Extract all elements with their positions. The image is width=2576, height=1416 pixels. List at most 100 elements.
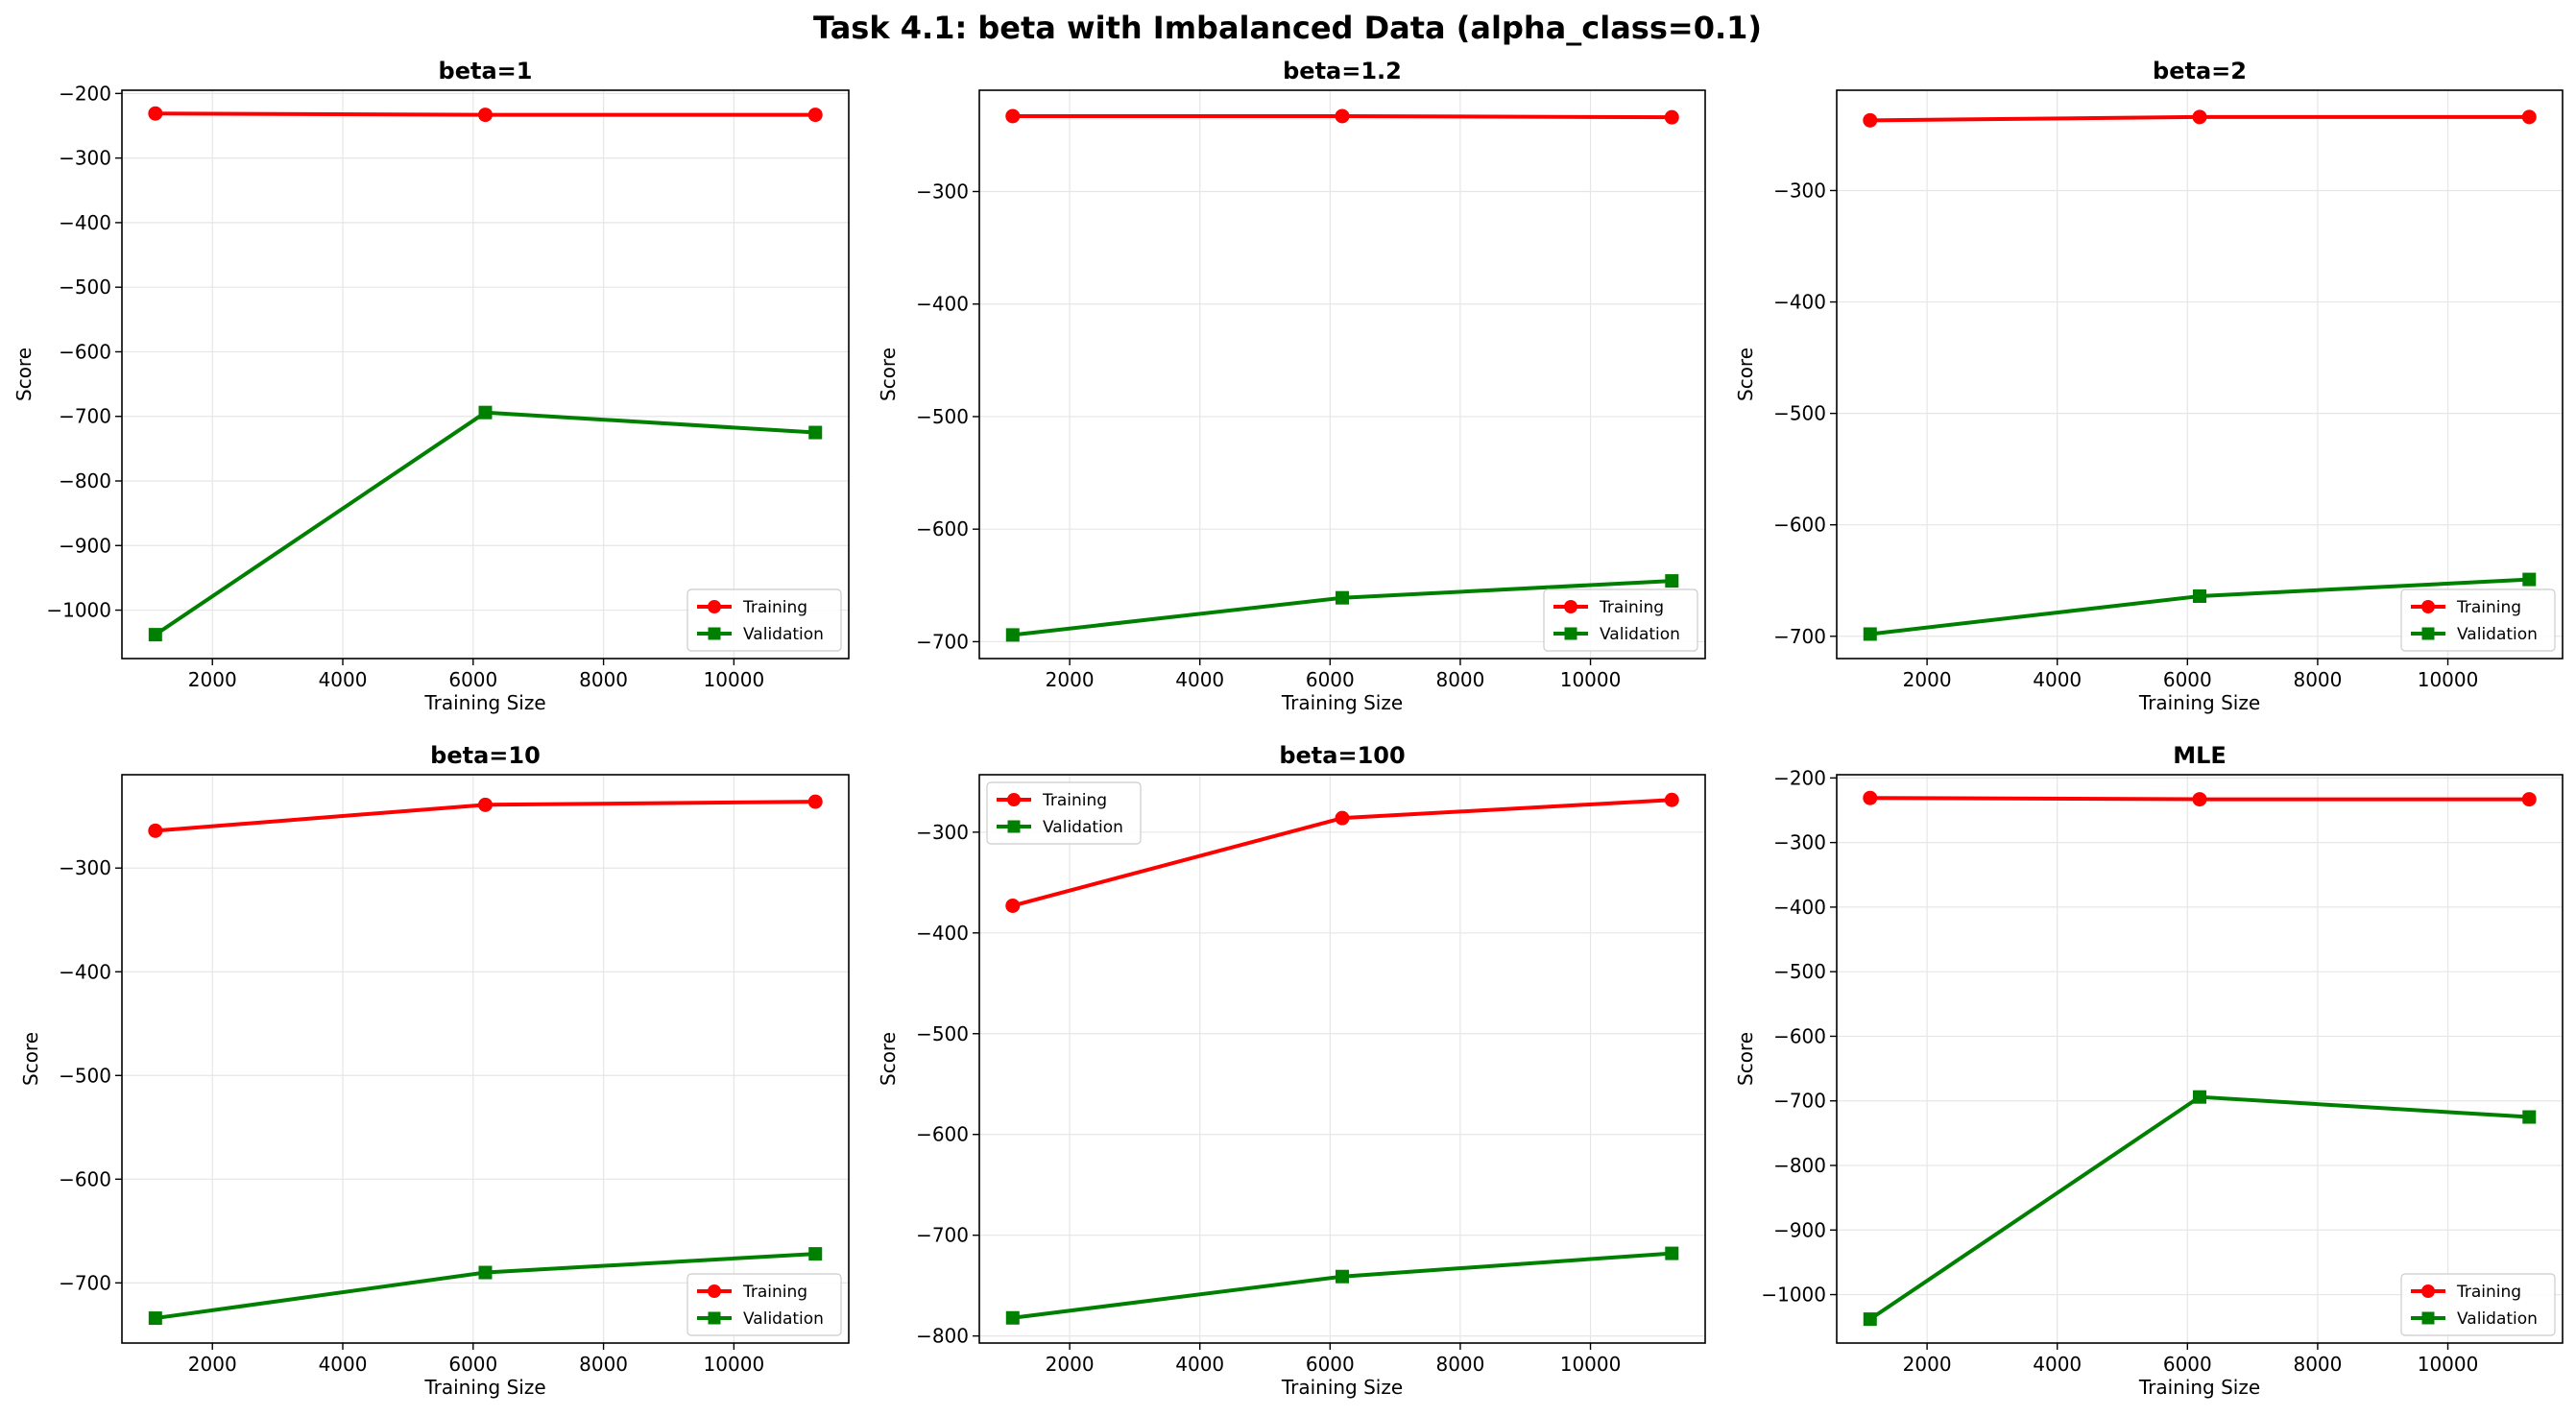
data-point [1665, 574, 1679, 588]
data-point [2522, 1110, 2537, 1124]
x-tick-label: 6000 [1306, 668, 1355, 691]
data-point [148, 1311, 162, 1326]
data-point [1005, 898, 1021, 913]
x-tick-label: 2000 [1903, 668, 1952, 691]
legend-label: Validation [743, 1309, 824, 1329]
legend-label: Validation [2457, 1309, 2538, 1329]
data-point [2192, 792, 2207, 807]
y-axis: −300 −400 −500 −600 −700 [59, 856, 122, 1294]
x-axis: 2000 4000 6000 8000 10000 [1903, 659, 2479, 691]
y-axis-label: Score [1734, 348, 1757, 401]
data-point [2522, 572, 2537, 587]
y-axis-label: Score [877, 348, 900, 401]
data-point [1863, 790, 1878, 805]
subplot-2: 2000 4000 6000 8000 10000 −300 −400 −500 −600 −70… [877, 58, 1706, 714]
x-tick-label: 10000 [704, 668, 765, 691]
x-tick-label: 4000 [319, 1353, 368, 1376]
series-training [1005, 108, 1679, 125]
legend-label: Training [742, 598, 807, 617]
data-point [1863, 627, 1877, 641]
series-training [1863, 109, 2537, 128]
y-tick-label: −400 [1773, 291, 1826, 314]
grid [979, 90, 1705, 659]
axes-frame [1836, 89, 2564, 660]
x-axis: 2000 4000 6000 8000 10000 [188, 659, 764, 691]
x-axis: 2000 4000 6000 8000 10000 [188, 1343, 764, 1376]
x-tick-label: 2000 [188, 668, 237, 691]
x-tick-label: 4000 [319, 668, 368, 691]
y-tick-label: −600 [916, 1123, 969, 1146]
series-validation [148, 405, 823, 642]
x-tick-label: 10000 [2418, 668, 2479, 691]
data-point [148, 106, 163, 121]
legend-marker [2421, 1284, 2435, 1298]
y-tick-label: −500 [916, 1022, 969, 1045]
x-tick-label: 4000 [2033, 1353, 2082, 1376]
x-tick-label: 4000 [1175, 1353, 1224, 1376]
x-tick-label: 2000 [1046, 1353, 1095, 1376]
data-point [1005, 628, 1020, 642]
legend-entry-training: Training [2411, 598, 2521, 617]
x-tick-label: 8000 [2293, 1353, 2342, 1376]
data-point [2521, 792, 2537, 807]
subplot-title: MLE [2173, 742, 2227, 769]
y-tick-label: −400 [59, 960, 111, 983]
data-point [1336, 1269, 1349, 1284]
y-tick-label: −400 [1773, 896, 1826, 919]
y-tick-label: −800 [1773, 1154, 1826, 1177]
legend-marker [708, 1311, 721, 1325]
series-training [1863, 790, 2537, 807]
subplot-title: beta=10 [430, 742, 541, 769]
data-point [478, 108, 493, 123]
x-tick-label: 10000 [704, 1353, 765, 1376]
data-point [1664, 109, 1679, 125]
y-axis-label: Score [877, 1032, 900, 1086]
y-axis: −200 −300 −400 −500 −600 −700 −800 −900 −1000 [46, 82, 122, 622]
data-point [1863, 112, 1878, 128]
y-tick-label: −600 [59, 1167, 111, 1190]
legend-label: Validation [1600, 625, 1680, 644]
data-point [148, 823, 163, 838]
data-point [1335, 810, 1350, 826]
y-tick-label: −700 [1773, 1090, 1826, 1113]
legend-entry-validation: Validation [2411, 625, 2538, 644]
legend-marker [2421, 627, 2435, 640]
y-tick-label: −300 [1773, 179, 1826, 202]
y-tick-label: −900 [1773, 1218, 1826, 1241]
series-validation [1005, 1246, 1679, 1325]
legend-entry-validation: Validation [997, 818, 1123, 837]
data-point [808, 1247, 823, 1261]
y-tick-label: −400 [916, 293, 969, 316]
y-tick-label: −300 [59, 856, 111, 879]
y-axis: −300 −400 −500 −600 −700 [1773, 179, 1837, 648]
subplot-3: 2000 4000 6000 8000 10000 −300 −400 −500 −600 −70… [1734, 58, 2564, 714]
data-point [1005, 108, 1021, 124]
legend-label: Training [1042, 791, 1107, 810]
y-tick-label: −700 [59, 405, 111, 428]
legend-entry-validation: Validation [697, 1309, 824, 1329]
legend: Training Validation [686, 588, 842, 652]
series-training [1005, 792, 1679, 913]
y-tick-label: −500 [1773, 960, 1826, 983]
y-axis-label: Score [12, 348, 36, 401]
subplot-title: beta=2 [2153, 58, 2247, 84]
legend-marker [2421, 1311, 2435, 1325]
axes-frame [121, 89, 850, 660]
y-tick-label: −200 [59, 82, 111, 105]
legend-label: Validation [1043, 818, 1123, 837]
series-training [148, 794, 823, 838]
y-tick-label: −500 [59, 276, 111, 299]
x-axis-label: Training Size [423, 1376, 545, 1399]
data-point [1665, 1246, 1679, 1260]
legend-marker [2421, 600, 2435, 613]
data-point [2193, 588, 2206, 603]
x-tick-label: 10000 [2418, 1353, 2479, 1376]
legend-label: Training [2456, 598, 2521, 617]
y-tick-label: −500 [1773, 402, 1826, 425]
x-tick-label: 6000 [1306, 1353, 1355, 1376]
data-point [478, 1265, 493, 1280]
legend-marker [1007, 820, 1021, 833]
legend-entry-training: Training [697, 1283, 807, 1302]
subplot-1: 2000 4000 6000 8000 10000 −200 −300 −400 −500 −60… [12, 58, 850, 714]
data-point [807, 794, 823, 809]
